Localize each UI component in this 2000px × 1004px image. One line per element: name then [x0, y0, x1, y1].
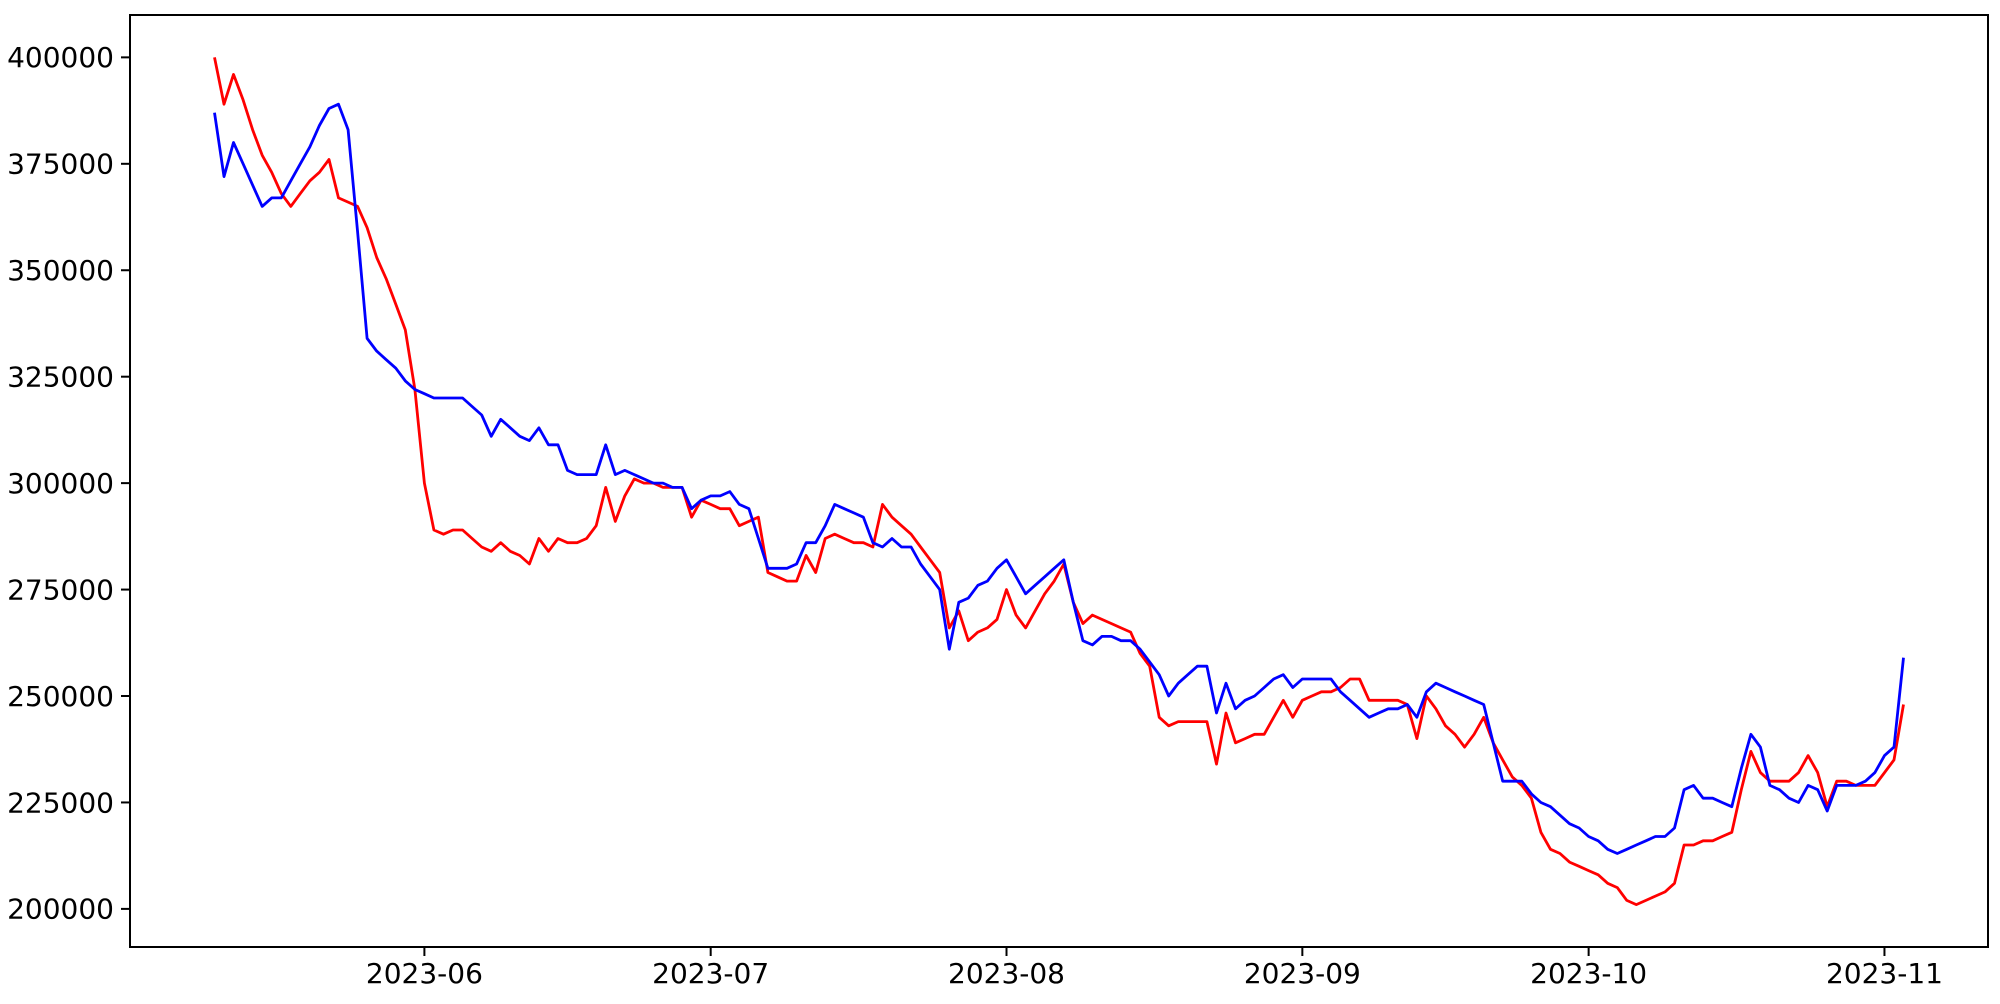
x-tick-label: 2023-09	[1244, 957, 1361, 990]
y-tick-label: 375000	[7, 148, 114, 181]
y-tick-label: 350000	[7, 254, 114, 287]
x-tick-label: 2023-08	[948, 957, 1065, 990]
x-tick-label: 2023-10	[1530, 957, 1647, 990]
axis-ticks: 200000 225000 250000 275000 300000 325000 3500…	[7, 41, 1943, 990]
y-tick-label: 400000	[7, 41, 114, 74]
y-tick-label: 275000	[7, 573, 114, 606]
red-series-line	[213, 57, 1905, 906]
x-tick-label: 2023-07	[652, 957, 769, 990]
blue-series-line	[213, 102, 1905, 855]
y-tick-label: 250000	[7, 680, 114, 713]
x-tick-label: 2023-11	[1826, 957, 1943, 990]
y-tick-label: 325000	[7, 360, 114, 393]
y-tick-label: 225000	[7, 786, 114, 819]
x-tick-label: 2023-06	[366, 957, 483, 990]
series-group	[213, 57, 1905, 906]
y-tick-label: 200000	[7, 893, 114, 926]
plot-frame	[129, 14, 1989, 948]
y-tick-label: 300000	[7, 467, 114, 500]
